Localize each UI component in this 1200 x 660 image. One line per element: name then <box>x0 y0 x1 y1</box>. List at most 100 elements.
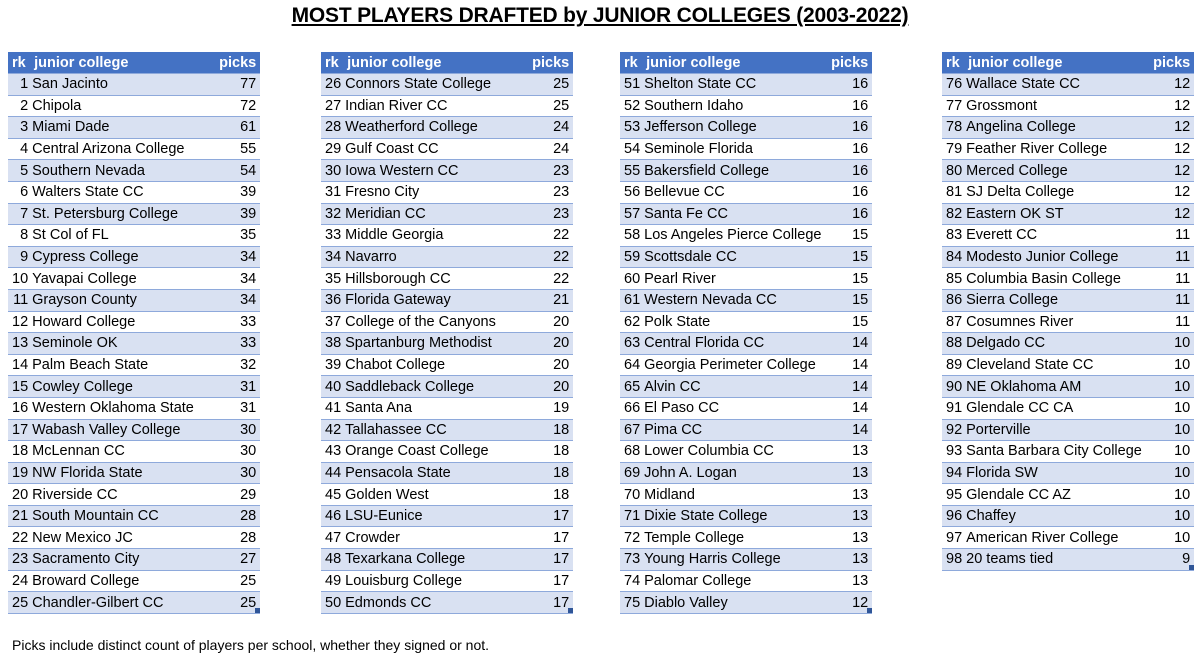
table-row: 74 Palomar College 13 <box>620 569 873 592</box>
rank-cell: 78 <box>942 116 965 139</box>
table-row: 71 Dixie State College 13 <box>620 504 873 527</box>
rank-cell: 92 <box>942 418 965 441</box>
rk-header: rk <box>620 52 643 74</box>
picks-cell: 17 <box>528 591 574 614</box>
rank-cell: 55 <box>620 159 643 182</box>
rank-cell: 14 <box>8 353 31 376</box>
rank-cell: 6 <box>8 180 31 204</box>
picks-cell: 34 <box>215 267 261 290</box>
table-row: 6 Walters State CC 39 <box>8 180 261 204</box>
picks-cell: 14 <box>827 375 873 398</box>
rank-cell: 39 <box>321 353 344 376</box>
rank-cell: 58 <box>620 224 643 247</box>
rank-cell: 43 <box>321 440 344 463</box>
college-cell: Cypress College <box>30 245 216 268</box>
header-row: rk junior college picks <box>620 52 873 74</box>
rank-cell: 89 <box>942 353 965 376</box>
rank-cell: 28 <box>321 116 344 139</box>
picks-cell: 11 <box>1149 224 1195 247</box>
table-row: 2 Chipola 72 <box>8 94 261 117</box>
picks-cell: 18 <box>528 483 574 506</box>
table-row: 12 Howard College 33 <box>8 310 261 333</box>
college-cell: Wallace State CC <box>964 73 1150 96</box>
picks-cell: 10 <box>1149 461 1195 484</box>
table-row: 16 Western Oklahoma State 31 <box>8 396 261 419</box>
rank-cell: 48 <box>321 548 344 571</box>
table-row: 19 NW Florida State 30 <box>8 461 261 484</box>
college-cell: Sacramento City <box>30 548 216 571</box>
rank-cell: 42 <box>321 418 344 441</box>
rank-cell: 21 <box>8 504 31 527</box>
picks-cell: 11 <box>1149 310 1195 333</box>
rank-cell: 12 <box>8 310 31 333</box>
table-row: 91 Glendale CC CA 10 <box>942 396 1195 419</box>
picks-cell: 10 <box>1149 504 1195 527</box>
table-row: 5 Southern Nevada 54 <box>8 159 261 182</box>
picks-cell: 16 <box>827 73 873 96</box>
table-row: 90 NE Oklahoma AM 10 <box>942 375 1195 398</box>
picks-cell: 20 <box>528 332 574 355</box>
table-row: 26 Connors State College 25 <box>321 73 574 96</box>
college-cell: Eastern OK ST <box>964 202 1150 225</box>
table-row: 68 Lower Columbia CC 13 <box>620 440 873 463</box>
table-row: 70 Midland 13 <box>620 483 873 506</box>
college-cell: Palm Beach State <box>30 353 216 376</box>
picks-cell: 17 <box>528 548 574 571</box>
picks-header: picks <box>827 52 873 74</box>
picks-header: picks <box>1149 52 1195 74</box>
rank-cell: 49 <box>321 569 344 592</box>
picks-cell: 22 <box>528 245 574 268</box>
rank-cell: 35 <box>321 267 344 290</box>
college-cell: Scottsdale CC <box>642 245 828 268</box>
rank-cell: 13 <box>8 332 31 355</box>
rank-cell: 82 <box>942 202 965 225</box>
picks-cell: 13 <box>827 526 873 549</box>
rank-cell: 45 <box>321 483 344 506</box>
college-cell: Bakersfield College <box>642 159 828 182</box>
college-cell: Delgado CC <box>964 332 1150 355</box>
picks-cell: 25 <box>528 73 574 96</box>
rank-cell: 64 <box>620 353 643 376</box>
table-row: 45 Golden West 18 <box>321 483 574 506</box>
rank-cell: 75 <box>620 591 643 614</box>
picks-cell: 77 <box>215 73 261 96</box>
picks-cell: 39 <box>215 202 261 225</box>
header-row: rk junior college picks <box>942 52 1195 74</box>
picks-cell: 15 <box>827 288 873 312</box>
college-cell: Fresno City <box>343 180 529 204</box>
picks-cell: 16 <box>827 116 873 139</box>
rank-cell: 60 <box>620 267 643 290</box>
picks-cell: 22 <box>528 267 574 290</box>
college-cell: Spartanburg Methodist <box>343 332 529 355</box>
rk-header: rk <box>321 52 344 74</box>
rank-cell: 67 <box>620 418 643 441</box>
college-cell: Columbia Basin College <box>964 267 1150 290</box>
picks-header: picks <box>215 52 261 74</box>
college-cell: Indian River CC <box>343 94 529 117</box>
table-row: 63 Central Florida CC 14 <box>620 332 873 355</box>
picks-cell: 29 <box>215 483 261 506</box>
rank-cell: 53 <box>620 116 643 139</box>
college-cell: New Mexico JC <box>30 526 216 549</box>
picks-cell: 23 <box>528 159 574 182</box>
college-cell: American River College <box>964 526 1150 549</box>
rank-cell: 26 <box>321 73 344 96</box>
table-row: 14 Palm Beach State 32 <box>8 353 261 376</box>
picks-cell: 13 <box>827 440 873 463</box>
table-row: 3 Miami Dade 61 <box>8 116 261 139</box>
picks-cell: 15 <box>827 245 873 268</box>
college-cell: Navarro <box>343 245 529 268</box>
college-cell: Cleveland State CC <box>964 353 1150 376</box>
table-row: 42 Tallahassee CC 18 <box>321 418 574 441</box>
table-row: 22 New Mexico JC 28 <box>8 526 261 549</box>
college-cell: Central Florida CC <box>642 332 828 355</box>
table-row: 8 St Col of FL 35 <box>8 224 261 247</box>
table-row: 52 Southern Idaho 16 <box>620 94 873 117</box>
table-row: 31 Fresno City 23 <box>321 180 574 204</box>
table-row: 77 Grossmont 12 <box>942 94 1195 117</box>
picks-cell: 32 <box>215 353 261 376</box>
college-cell: SJ Delta College <box>964 180 1150 204</box>
picks-cell: 18 <box>528 418 574 441</box>
rank-cell: 73 <box>620 548 643 571</box>
rank-cell: 51 <box>620 73 643 96</box>
